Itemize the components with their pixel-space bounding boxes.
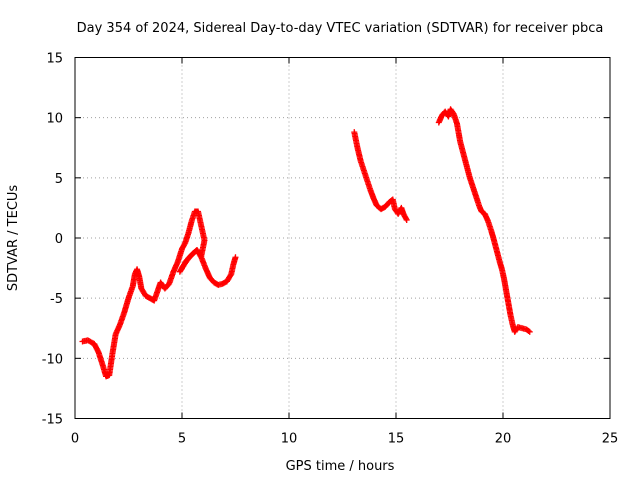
y-axis: -15 -10 -5 0 5 10 15 bbox=[42, 52, 610, 428]
y-tick-label: -10 bbox=[42, 352, 63, 367]
data-series bbox=[435, 106, 533, 335]
y-tick-label: 15 bbox=[46, 52, 63, 67]
grid-lines bbox=[75, 57, 610, 419]
x-tick-label: 10 bbox=[281, 432, 298, 447]
x-axis: 0 5 10 15 20 25 bbox=[71, 57, 619, 447]
x-tick-label: 20 bbox=[495, 432, 512, 447]
y-tick-label: -15 bbox=[42, 413, 63, 428]
data-point bbox=[526, 328, 533, 335]
data-series bbox=[79, 208, 239, 380]
chart-title: Day 354 of 2024, Sidereal Day-to-day VTE… bbox=[77, 21, 604, 36]
data-point bbox=[525, 328, 532, 335]
y-axis-label: SDTVAR / TECUs bbox=[6, 185, 21, 292]
y-tick-label: 5 bbox=[55, 172, 63, 187]
x-tick-label: 15 bbox=[388, 432, 405, 447]
y-tick-label: -5 bbox=[50, 292, 63, 307]
data-point bbox=[232, 254, 239, 261]
data-series bbox=[351, 129, 410, 223]
plot-data bbox=[79, 106, 533, 380]
x-tick-label: 0 bbox=[71, 432, 79, 447]
x-tick-label: 25 bbox=[602, 432, 619, 447]
x-tick-label: 5 bbox=[178, 432, 186, 447]
data-point bbox=[403, 216, 410, 223]
x-axis-label: GPS time / hours bbox=[286, 459, 395, 474]
y-tick-label: 10 bbox=[46, 112, 63, 127]
y-tick-label: 0 bbox=[55, 232, 63, 247]
